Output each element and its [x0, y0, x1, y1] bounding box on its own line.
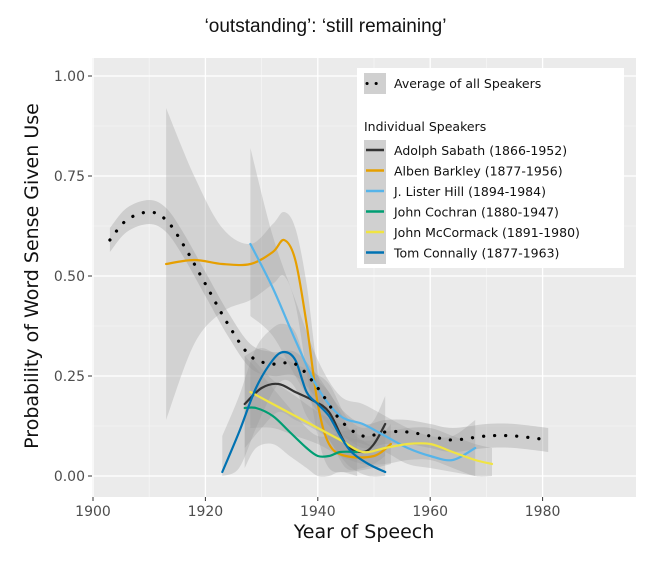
legend-box — [357, 68, 624, 268]
series-line — [243, 382, 387, 454]
x-axis-title: Year of Speech — [293, 521, 435, 543]
confidence-band — [244, 356, 358, 477]
confidence-band — [244, 348, 386, 471]
x-tick-label: 1920 — [188, 504, 224, 520]
average-line — [108, 210, 550, 442]
y-tick-label: 1.00 — [54, 69, 85, 85]
average-confidence-band — [109, 200, 549, 452]
y-axis-title: Probability of Word Sense Given Use — [21, 103, 43, 449]
x-axis: 1900 1920 1940 1960 1980 — [75, 497, 560, 520]
x-tick-label: 1980 — [525, 504, 561, 520]
x-tick-label: 1960 — [412, 504, 448, 520]
legend-key-bg — [364, 140, 386, 264]
legend-group-title: Individual Speakers — [364, 119, 486, 134]
legend-label: John McCormack (1891-1980) — [393, 225, 580, 240]
series-line — [243, 406, 359, 458]
series-line — [249, 242, 477, 462]
legend-label: Adolph Sabath (1866-1952) — [394, 143, 567, 158]
confidence-band — [250, 356, 492, 477]
y-tick-label: 0.25 — [54, 369, 85, 385]
y-axis: 0.00 0.25 0.50 0.75 1.00 — [54, 69, 92, 485]
y-tick-label: 0.50 — [54, 269, 85, 285]
legend-label: Alben Barkley (1877-1956) — [394, 164, 563, 179]
x-tick-label: 1900 — [75, 504, 111, 520]
confidence-band — [166, 108, 391, 473]
average-line-path — [108, 210, 550, 442]
series-lines — [165, 238, 494, 474]
series-line — [221, 350, 387, 474]
series-line — [165, 238, 392, 459]
legend-label: John Cochran (1880-1947) — [393, 205, 559, 220]
legend-label-average: Average of all Speakers — [394, 76, 541, 91]
y-tick-label: 0.00 — [54, 469, 85, 485]
x-tick-label: 1940 — [300, 504, 336, 520]
legend-label: J. Lister Hill (1894-1984) — [393, 184, 546, 199]
legend: Average of all Speakers Individual Speake… — [357, 68, 624, 268]
y-tick-label: 0.75 — [54, 169, 85, 185]
series-line — [249, 390, 494, 466]
chart-title: ‘outstanding’: ‘still remaining’ — [204, 16, 447, 37]
legend-label: Tom Connally (1877-1963) — [393, 246, 559, 261]
